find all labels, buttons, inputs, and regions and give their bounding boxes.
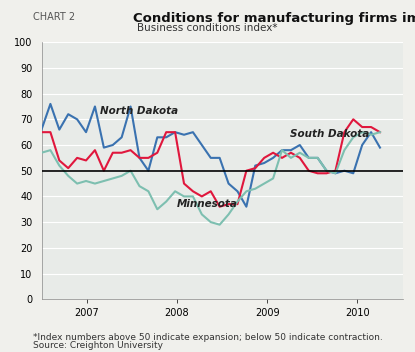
Text: South Dakota: South Dakota — [290, 129, 369, 139]
Text: Source: Creighton University: Source: Creighton University — [33, 341, 163, 351]
Text: *Index numbers above 50 indicate expansion; below 50 indicate contraction.: *Index numbers above 50 indicate expansi… — [33, 333, 383, 342]
Text: Minnesota: Minnesota — [177, 199, 238, 209]
Text: Business conditions index*: Business conditions index* — [137, 23, 278, 33]
Text: Conditions for manufacturing firms improving: Conditions for manufacturing firms impro… — [133, 12, 415, 25]
Text: North Dakota: North Dakota — [100, 106, 178, 116]
Text: CHART 2: CHART 2 — [33, 12, 76, 22]
